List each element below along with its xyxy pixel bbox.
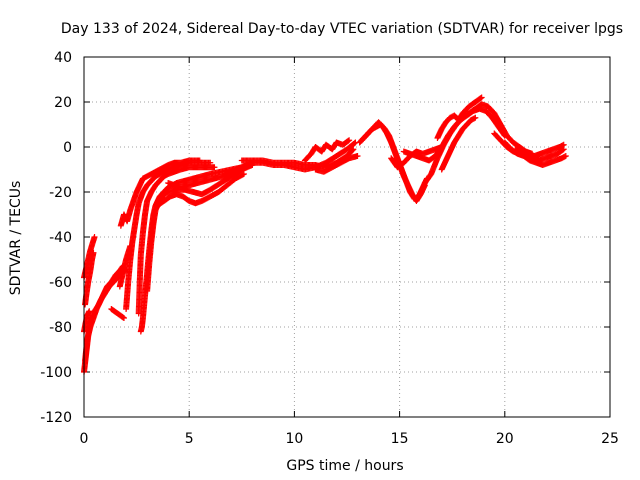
data-point: [349, 147, 356, 154]
data-point: [86, 308, 93, 315]
x-tick-label: 15: [391, 431, 409, 447]
data-point: [560, 141, 567, 148]
y-tick-label: 20: [54, 95, 72, 111]
y-tick-label: 0: [63, 140, 72, 156]
y-tick-label: -40: [49, 230, 72, 246]
data-point: [211, 164, 218, 171]
data-points: [81, 94, 569, 375]
x-tick-label: 0: [80, 431, 89, 447]
y-tick-label: -80: [49, 320, 72, 336]
series-trace-23: [421, 101, 536, 186]
data-point: [472, 114, 479, 121]
y-tick-label: -100: [40, 365, 72, 381]
series-trace-16: [249, 139, 359, 173]
x-tick-label: 5: [185, 431, 194, 447]
x-tick-label: 10: [285, 431, 303, 447]
y-tick-label: 40: [54, 50, 72, 66]
x-axis-label: GPS time / hours: [286, 458, 403, 474]
data-point: [478, 94, 485, 101]
series-trace-24: [434, 94, 485, 141]
plot-frame: [83, 56, 611, 418]
series-trace-25: [438, 114, 479, 173]
grid: [84, 57, 610, 417]
series-trace-28: [512, 141, 567, 159]
series-trace-3: [81, 234, 98, 281]
data-point: [346, 137, 353, 144]
x-tick-label: 25: [601, 431, 619, 447]
data-point: [354, 153, 361, 159]
chart-title: Day 133 of 2024, Sidereal Day-to-day VTE…: [61, 21, 623, 37]
series-trace-2: [82, 263, 126, 364]
y-tick-label: -120: [40, 410, 72, 426]
data-point: [345, 137, 352, 144]
series-trace-10: [135, 164, 218, 317]
series-trace-17: [301, 137, 353, 164]
data-point: [90, 249, 97, 256]
data-point: [240, 171, 247, 177]
data-point: [477, 95, 484, 102]
axis-ticks: 0 5 10 15 20 25 -120 -100 -80 -60 -40 -20 0 20 40: [40, 50, 619, 447]
series-trace-13: [154, 171, 247, 209]
series-trace-14: [165, 159, 256, 191]
series-trace-18: [312, 153, 361, 175]
data-point: [351, 140, 358, 147]
data-point: [120, 315, 127, 321]
y-axis-label: SDTVAR / TECUs: [8, 181, 24, 296]
y-tick-label: -20: [49, 185, 72, 201]
y-tick-label: -60: [49, 275, 72, 291]
data-point: [562, 153, 569, 159]
series-trace-20: [358, 119, 428, 204]
series-trace-9: [123, 159, 214, 312]
series-trace-6: [108, 306, 127, 321]
x-tick-label: 20: [496, 431, 514, 447]
data-point: [91, 234, 98, 240]
